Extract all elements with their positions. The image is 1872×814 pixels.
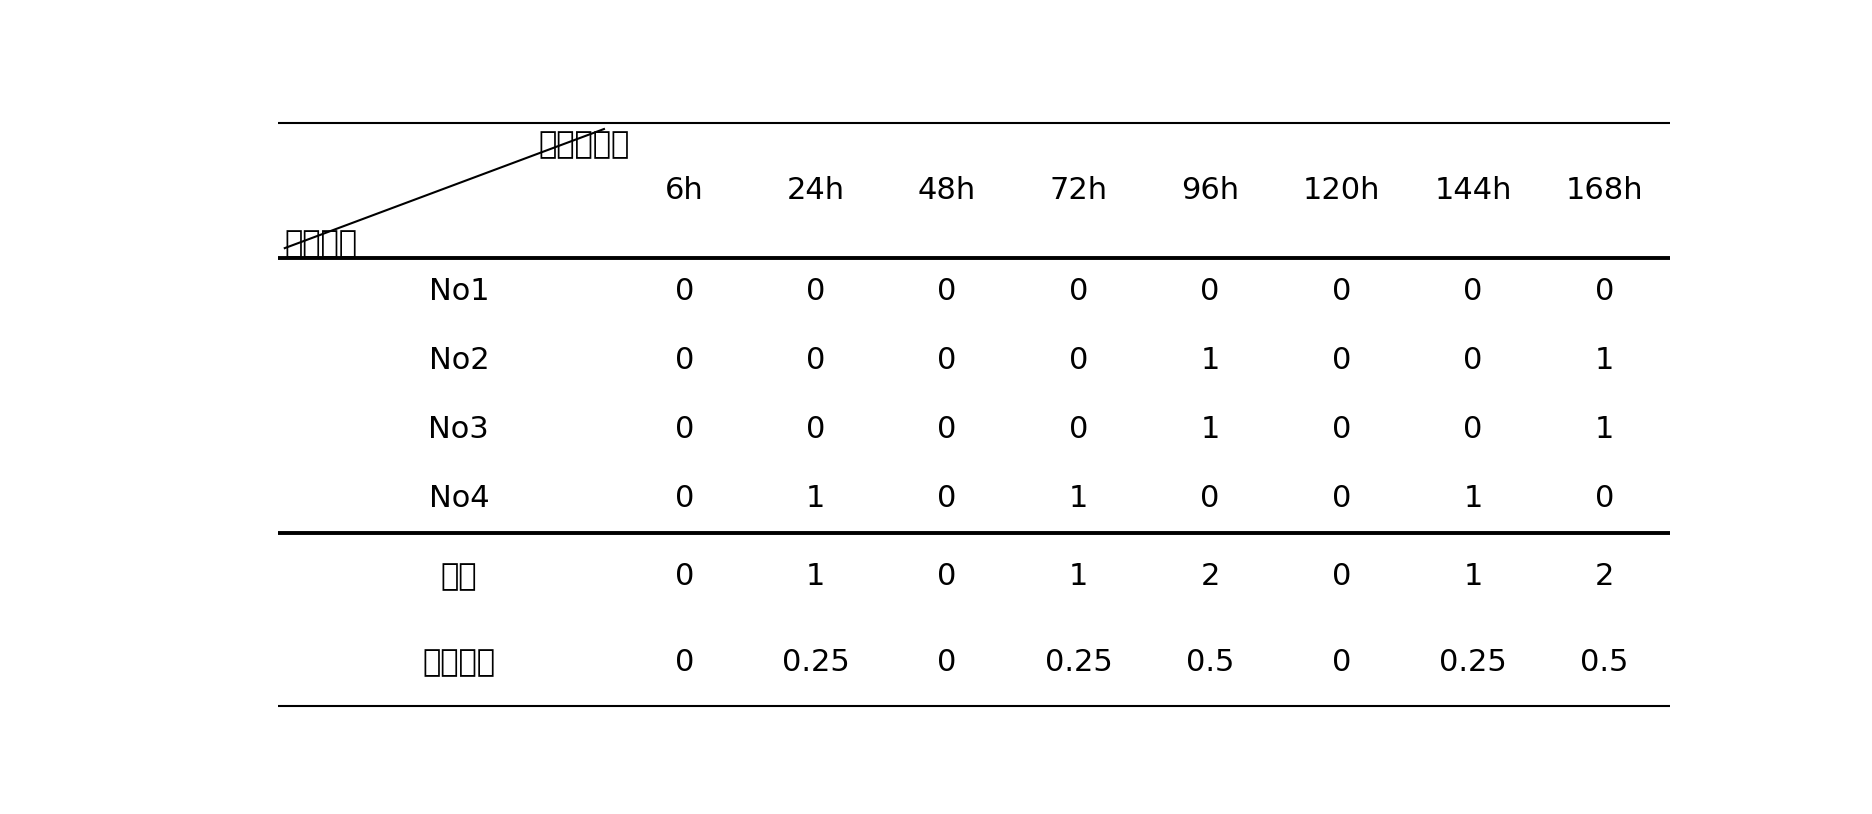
Text: 1: 1 — [1595, 415, 1614, 444]
Text: 0: 0 — [1069, 415, 1088, 444]
Text: 0: 0 — [938, 562, 957, 591]
Text: 1: 1 — [1069, 484, 1088, 514]
Text: 0: 0 — [1331, 347, 1352, 375]
Text: 刺激分值: 刺激分值 — [423, 648, 496, 677]
Text: 0: 0 — [1464, 415, 1483, 444]
Text: 24h: 24h — [786, 176, 844, 204]
Text: 48h: 48h — [917, 176, 977, 204]
Text: 6h: 6h — [665, 176, 704, 204]
Text: 0: 0 — [1331, 648, 1352, 677]
Text: 144h: 144h — [1434, 176, 1513, 204]
Text: 0: 0 — [938, 648, 957, 677]
Text: 1: 1 — [1200, 415, 1221, 444]
Text: 2: 2 — [1200, 562, 1221, 591]
Text: 1: 1 — [807, 562, 826, 591]
Text: 0: 0 — [807, 347, 826, 375]
Text: No1: No1 — [429, 278, 489, 307]
Text: 0: 0 — [1464, 347, 1483, 375]
Text: 0: 0 — [674, 278, 695, 307]
Text: 1: 1 — [1595, 347, 1614, 375]
Text: 0.5: 0.5 — [1187, 648, 1234, 677]
Text: 0: 0 — [1331, 415, 1352, 444]
Text: 家兔编号: 家兔编号 — [285, 229, 358, 258]
Text: 0: 0 — [674, 347, 695, 375]
Text: 1: 1 — [807, 484, 826, 514]
Text: 0: 0 — [938, 278, 957, 307]
Text: 120h: 120h — [1303, 176, 1380, 204]
Text: 0.25: 0.25 — [1440, 648, 1507, 677]
Text: 0: 0 — [1331, 562, 1352, 591]
Text: 0: 0 — [1464, 278, 1483, 307]
Text: No2: No2 — [429, 347, 489, 375]
Text: 1: 1 — [1200, 347, 1221, 375]
Text: 0: 0 — [938, 415, 957, 444]
Text: 0: 0 — [1069, 278, 1088, 307]
Text: 0: 0 — [1200, 484, 1221, 514]
Text: 1: 1 — [1464, 562, 1483, 591]
Text: 0: 0 — [1069, 347, 1088, 375]
Text: 0: 0 — [674, 484, 695, 514]
Text: 0: 0 — [807, 278, 826, 307]
Text: 168h: 168h — [1565, 176, 1644, 204]
Text: 96h: 96h — [1181, 176, 1239, 204]
Text: 给药后时间: 给药后时间 — [539, 130, 629, 160]
Text: 0.25: 0.25 — [1045, 648, 1112, 677]
Text: No3: No3 — [429, 415, 489, 444]
Text: 0: 0 — [938, 347, 957, 375]
Text: 0.5: 0.5 — [1580, 648, 1629, 677]
Text: 0: 0 — [807, 415, 826, 444]
Text: 72h: 72h — [1050, 176, 1108, 204]
Text: 0: 0 — [674, 562, 695, 591]
Text: 0: 0 — [1331, 484, 1352, 514]
Text: 0: 0 — [938, 484, 957, 514]
Text: No4: No4 — [429, 484, 489, 514]
Text: 0: 0 — [1331, 278, 1352, 307]
Text: 0: 0 — [674, 648, 695, 677]
Text: 0: 0 — [1595, 278, 1614, 307]
Text: 2: 2 — [1595, 562, 1614, 591]
Text: 1: 1 — [1069, 562, 1088, 591]
Text: 总计: 总计 — [440, 562, 477, 591]
Text: 0: 0 — [674, 415, 695, 444]
Text: 0: 0 — [1200, 278, 1221, 307]
Text: 0.25: 0.25 — [782, 648, 850, 677]
Text: 1: 1 — [1464, 484, 1483, 514]
Text: 0: 0 — [1595, 484, 1614, 514]
